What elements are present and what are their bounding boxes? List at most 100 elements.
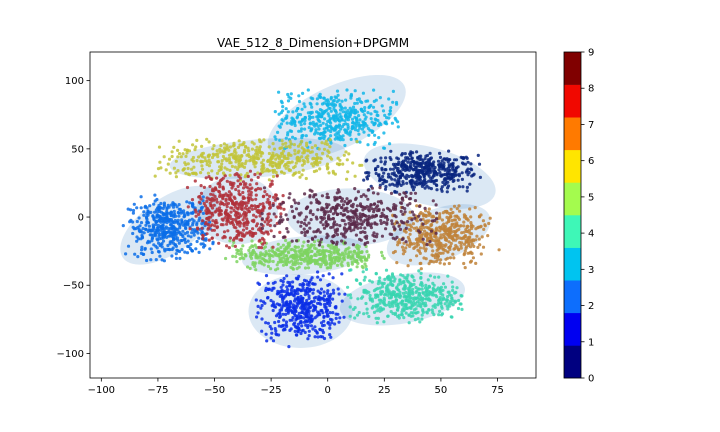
data-point (272, 212, 276, 216)
data-point (382, 131, 386, 135)
data-point (288, 145, 292, 149)
data-point (375, 113, 379, 117)
data-point (430, 175, 435, 180)
data-point (371, 191, 376, 195)
data-point (403, 207, 407, 211)
data-point (276, 197, 280, 201)
data-point (310, 276, 314, 280)
data-point (189, 235, 193, 239)
data-point (462, 261, 466, 266)
data-point (155, 197, 159, 202)
data-point (403, 210, 407, 214)
data-point (143, 204, 148, 208)
data-point (183, 250, 187, 254)
data-point (231, 184, 235, 188)
data-point (292, 118, 296, 122)
data-point (336, 312, 340, 316)
data-point (352, 228, 356, 232)
data-point (339, 211, 343, 216)
data-point (311, 122, 315, 126)
data-point (434, 183, 438, 187)
data-point (195, 138, 199, 142)
data-point (239, 207, 243, 211)
data-point (316, 208, 320, 212)
data-point (291, 267, 295, 271)
data-point (284, 312, 288, 316)
data-point (259, 154, 263, 158)
data-point (281, 243, 285, 247)
data-point (383, 113, 387, 117)
data-point (173, 237, 178, 241)
data-point (282, 318, 286, 322)
data-point (263, 245, 268, 249)
data-point (429, 187, 433, 191)
cluster-7 (391, 204, 501, 271)
data-point (401, 168, 405, 172)
data-point (364, 159, 368, 163)
data-point (445, 190, 449, 194)
data-point (163, 213, 167, 217)
data-point (236, 179, 240, 183)
data-point (376, 164, 380, 169)
data-point (456, 247, 461, 251)
data-point (281, 280, 285, 284)
data-point (281, 149, 286, 153)
data-point (403, 287, 407, 291)
data-point (210, 155, 215, 160)
data-point (213, 224, 217, 228)
data-point (466, 160, 470, 164)
data-point (361, 220, 366, 224)
data-point (393, 301, 397, 305)
data-point (363, 275, 367, 279)
data-point (452, 187, 456, 191)
data-point (420, 317, 424, 321)
data-point (349, 296, 353, 300)
data-point (468, 207, 472, 211)
data-point (449, 207, 453, 211)
data-point (428, 151, 432, 155)
data-point (419, 218, 423, 222)
data-point (233, 244, 237, 248)
data-point (459, 246, 463, 250)
data-point (281, 298, 285, 302)
data-point (388, 142, 392, 146)
data-point (247, 193, 251, 197)
data-point (295, 287, 300, 291)
data-point (266, 232, 270, 236)
data-point (351, 125, 355, 129)
data-point (313, 258, 317, 262)
data-point (450, 296, 454, 300)
data-point (420, 287, 424, 291)
data-point (332, 234, 336, 238)
data-point (422, 246, 426, 250)
data-point (334, 127, 338, 131)
data-point (303, 293, 307, 297)
data-point (351, 161, 355, 165)
x-tick-label: 50 (435, 385, 448, 396)
data-point (272, 147, 277, 151)
data-point (139, 206, 143, 210)
data-point (344, 150, 348, 154)
data-point (245, 219, 249, 223)
data-point (148, 228, 152, 232)
data-point (176, 210, 180, 215)
data-point (412, 159, 416, 164)
data-point (247, 198, 251, 202)
data-point (325, 167, 330, 171)
data-point (340, 99, 344, 103)
data-point (475, 234, 479, 238)
data-point (428, 240, 432, 244)
data-point (368, 293, 372, 298)
data-point (200, 229, 204, 234)
data-point (266, 169, 270, 173)
data-point (167, 247, 171, 251)
data-point (181, 168, 185, 172)
data-point (454, 244, 458, 248)
data-point (335, 113, 339, 117)
data-point (473, 206, 477, 210)
data-point (210, 236, 214, 240)
data-point (480, 235, 484, 239)
data-point (141, 252, 145, 256)
data-point (286, 164, 290, 168)
